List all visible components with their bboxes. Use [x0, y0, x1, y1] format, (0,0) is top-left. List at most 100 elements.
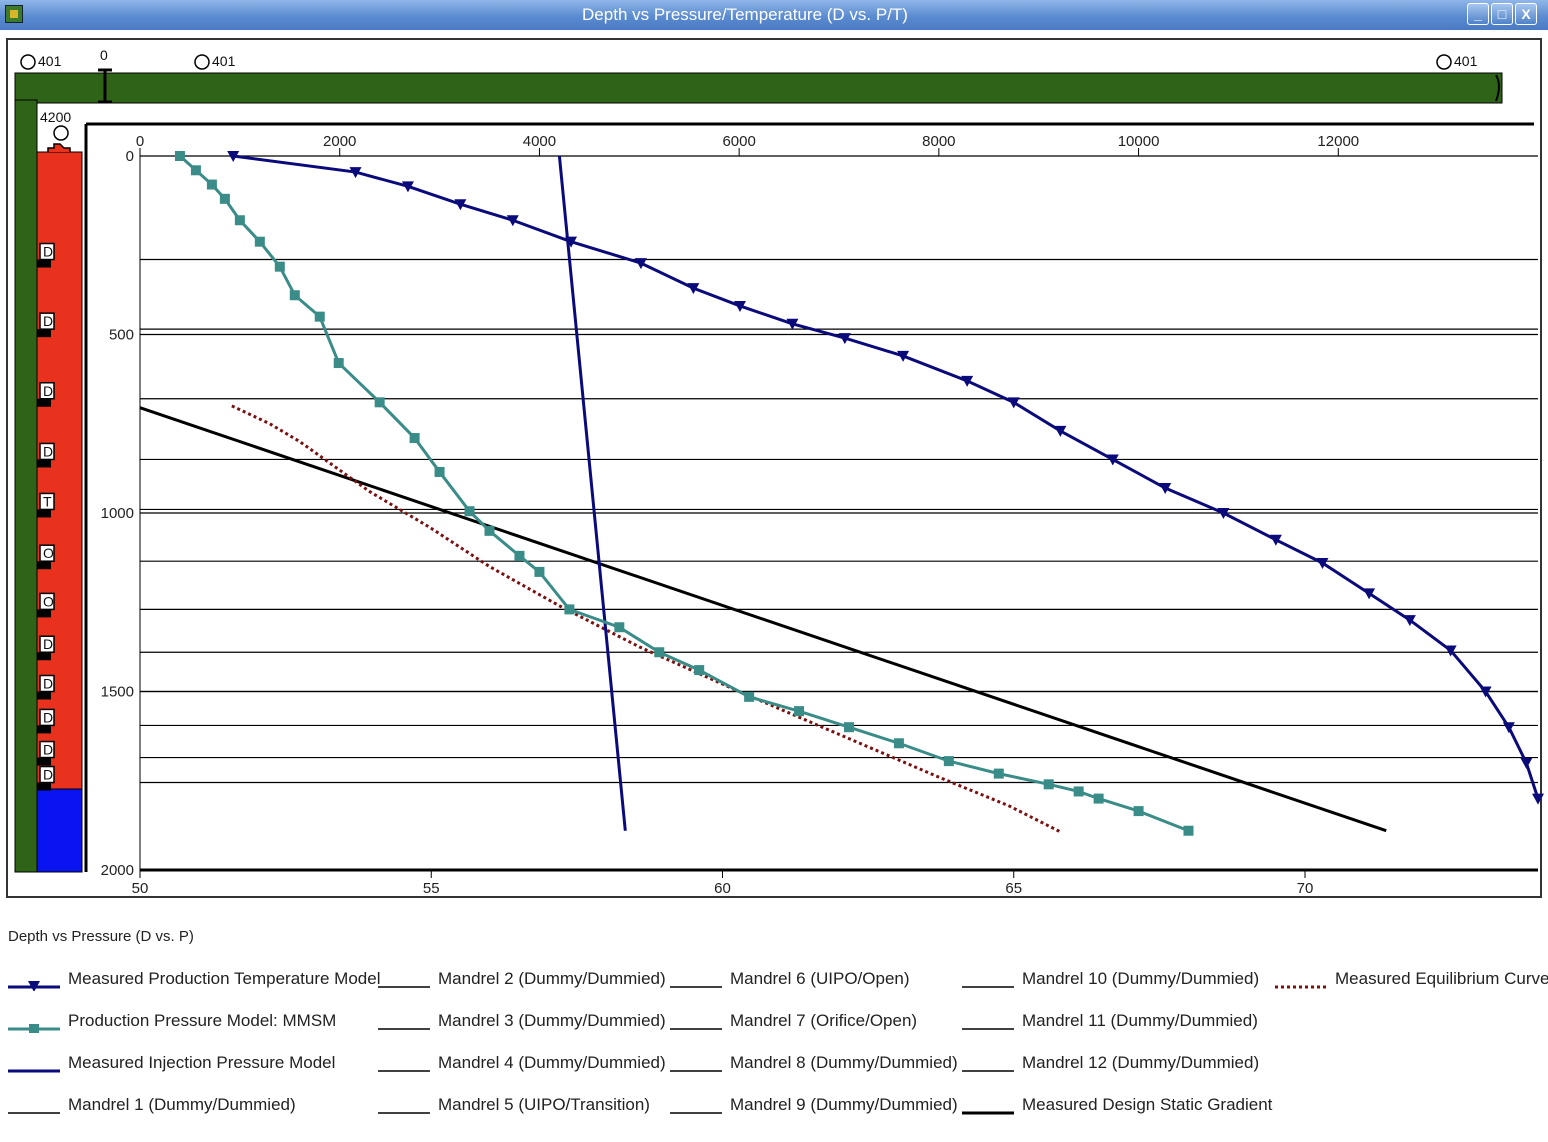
y-axis-tick-label: 2000 [101, 862, 134, 879]
legend-swatch [8, 1112, 60, 1114]
top-axis-tick-label: 12000 [1317, 133, 1359, 150]
legend-swatch [1275, 985, 1327, 989]
maximize-button[interactable]: □ [1491, 3, 1513, 25]
bottom-axis-tick-label: 65 [1005, 880, 1022, 897]
production-temperature-point [349, 167, 362, 179]
legend-item: Mandrel 3 (Dummy/Dummied) [378, 1009, 666, 1033]
top-axis-tick-label: 4000 [523, 133, 556, 150]
legend-swatch [670, 1112, 722, 1114]
legend-label: Mandrel 12 (Dummy/Dummied) [1022, 1053, 1260, 1072]
legend-label: Mandrel 1 (Dummy/Dummied) [68, 1095, 296, 1114]
mandrel-valve-label: D [43, 742, 53, 758]
gauge-label: 401 [38, 53, 62, 69]
production-pressure-point [694, 665, 705, 676]
production-pressure-point [1093, 793, 1104, 804]
production-temperature-point [961, 375, 974, 387]
packer-icon [47, 143, 71, 152]
production-pressure-point [943, 756, 954, 767]
legend-item: Mandrel 4 (Dummy/Dummied) [378, 1051, 666, 1075]
production-temperature-point [1316, 557, 1329, 569]
legend-label: Mandrel 7 (Orifice/Open) [730, 1011, 918, 1030]
production-pressure-point [254, 236, 265, 247]
production-temperature-point [1502, 722, 1515, 734]
legend-swatch [8, 1069, 60, 1073]
production-pressure-point [1073, 786, 1084, 797]
production-pressure-point [1183, 825, 1194, 836]
legend-item: Mandrel 11 (Dummy/Dummied) [962, 1009, 1258, 1033]
mandrel-latch-icon [37, 259, 51, 268]
mandrel-valve-label: D [43, 709, 53, 725]
production-pressure-point [274, 261, 285, 272]
mandrel-valve-label: D [43, 244, 53, 260]
legend-label: Mandrel 3 (Dummy/Dummied) [438, 1011, 666, 1030]
production-pressure-point [289, 290, 300, 301]
production-temperature-point [733, 300, 746, 312]
production-pressure-point [206, 179, 217, 190]
legend-label: Mandrel 5 (UIPO/Transition) [438, 1095, 650, 1114]
legend-label: Measured Production Temperature Model [68, 969, 381, 988]
production-pressure-point [564, 604, 575, 615]
production-pressure-point [409, 433, 420, 444]
legend-item: Mandrel 6 (UIPO/Open) [670, 967, 910, 991]
legend-swatch [378, 1112, 430, 1114]
production-pressure-point [219, 193, 230, 204]
production-pressure-point [333, 358, 344, 369]
mandrel-latch-icon [37, 398, 51, 407]
gauge-label: 401 [212, 53, 236, 69]
close-button[interactable]: X [1515, 3, 1537, 25]
legend-swatch [8, 981, 60, 991]
bottom-axis-tick-label: 70 [1297, 880, 1314, 897]
legend-label: Mandrel 6 (UIPO/Open) [730, 969, 910, 988]
mandrel-valve-label: D [43, 443, 53, 459]
legend-label: Mandrel 8 (Dummy/Dummied) [730, 1053, 958, 1072]
production-temperature-point [1106, 454, 1119, 466]
production-temperature-point [1363, 588, 1376, 600]
top-axis-tick-label: 8000 [922, 133, 955, 150]
production-pressure-point [1043, 779, 1054, 790]
well-depth-label: 4200 [40, 109, 71, 125]
production-pressure-point [534, 566, 545, 577]
legend-label: Measured Design Static Gradient [1022, 1095, 1273, 1114]
production-temperature-point [1054, 425, 1067, 437]
legend-label: Mandrel 11 (Dummy/Dummied) [1022, 1011, 1258, 1030]
legend-swatch [378, 1070, 430, 1072]
legend-item: Production Pressure Model: MMSM [8, 1009, 336, 1033]
annulus-column [14, 99, 38, 873]
legend-swatch [670, 1028, 722, 1030]
surface-depth-label: 0 [100, 47, 108, 63]
series-injection-pressure [557, 155, 627, 831]
mandrel-latch-icon [37, 509, 51, 518]
legend-swatch [670, 1070, 722, 1072]
legend-item: Mandrel 1 (Dummy/Dummied) [8, 1093, 296, 1117]
mandrel-latch-icon [37, 782, 51, 791]
production-pressure-point [374, 397, 385, 408]
mandrel-latch-icon [37, 652, 51, 661]
production-pressure-point [654, 647, 665, 658]
legend-label: Production Pressure Model: MMSM [68, 1011, 337, 1030]
window-titlebar[interactable]: Depth vs Pressure/Temperature (D vs. P/T… [0, 0, 1548, 30]
production-temperature-point [1217, 508, 1230, 519]
production-pressure-point [314, 311, 325, 322]
mandrel-latch-icon [37, 725, 51, 734]
production-pressure-point [614, 622, 625, 633]
legend-item: Mandrel 9 (Dummy/Dummied) [670, 1093, 958, 1117]
mandrel-latch-icon [37, 459, 51, 468]
top-axis-tick-label: 10000 [1118, 133, 1160, 150]
legend-item: Mandrel 5 (UIPO/Transition) [378, 1093, 650, 1117]
mandrel-valve-label: O [43, 545, 54, 561]
mandrel-valve-label: D [43, 676, 53, 692]
production-temperature-point [1479, 686, 1492, 698]
production-pressure-point [174, 151, 185, 161]
y-axis-tick-label: 1000 [101, 505, 134, 522]
plot-frame [6, 38, 1542, 898]
production-pressure-point [843, 722, 854, 733]
production-temperature-point [897, 350, 910, 362]
legend-item: Measured Equilibrium Curve [1275, 967, 1548, 991]
legend-item: Mandrel 7 (Orifice/Open) [670, 1009, 917, 1033]
fluid-column [36, 788, 83, 873]
legend-swatch [8, 1024, 60, 1033]
production-temperature-point [1159, 483, 1172, 495]
minimize-button[interactable]: _ [1467, 3, 1489, 25]
legend-swatch [962, 1111, 1014, 1115]
production-temperature-point [565, 236, 578, 248]
